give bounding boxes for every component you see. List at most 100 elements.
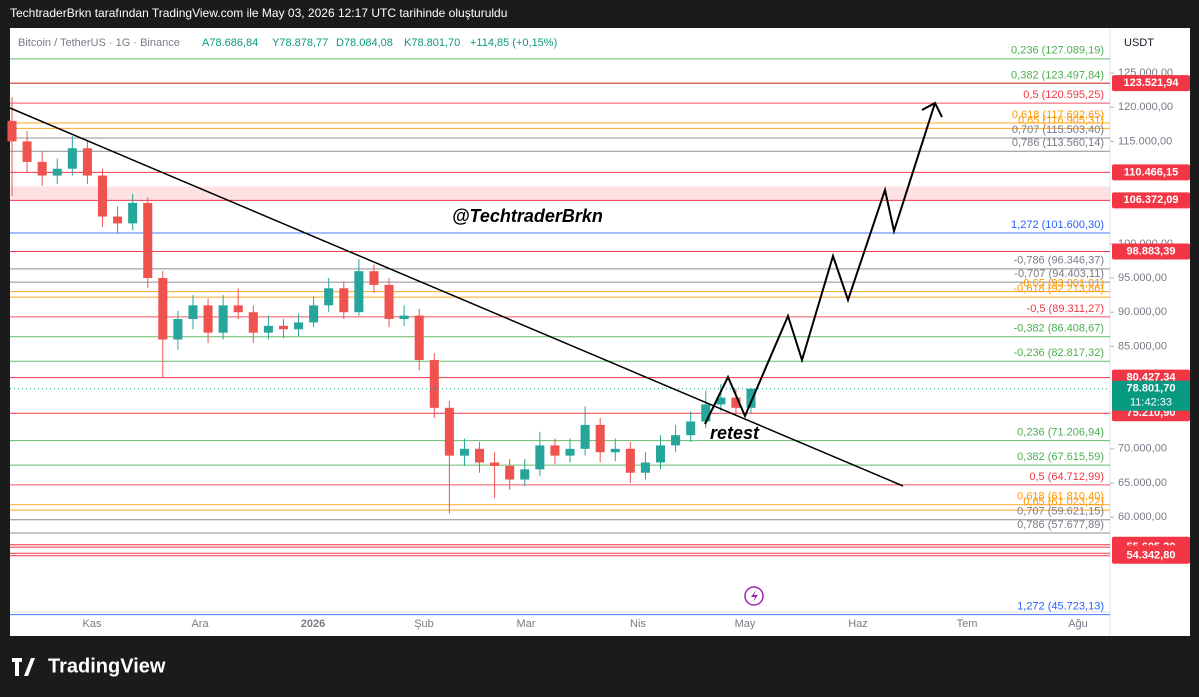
candle-body bbox=[128, 202, 138, 224]
candle-body bbox=[444, 407, 454, 456]
fib-label: 0,618 (61.810,40) bbox=[1017, 491, 1104, 503]
y-tick-label: 90.000,00 bbox=[1118, 306, 1167, 318]
x-tick-label: Ara bbox=[191, 618, 209, 630]
candle-body bbox=[580, 424, 590, 449]
candle-body bbox=[309, 305, 319, 323]
y-tick-label: 85.000,00 bbox=[1118, 340, 1167, 352]
open: A78.686,84 bbox=[202, 37, 258, 49]
close: K78.801,70 bbox=[404, 37, 460, 49]
candle-body bbox=[188, 305, 198, 320]
candle-body bbox=[278, 325, 288, 330]
price-box-label: 80.427,34 bbox=[1127, 371, 1177, 383]
price-box-label: 98.883,39 bbox=[1127, 245, 1176, 257]
candle-body bbox=[671, 435, 681, 446]
price-box bbox=[1112, 243, 1190, 260]
fib-label: 0,382 (123.497,84) bbox=[1011, 69, 1104, 81]
candle-body bbox=[731, 397, 741, 408]
candle-body bbox=[459, 448, 469, 456]
fib-label: -0,236 (82.817,32) bbox=[1013, 347, 1104, 359]
candle-body bbox=[610, 448, 620, 453]
fib-label: 0,707 (115.503,40) bbox=[1012, 124, 1104, 136]
fib-label: 0,786 (113.560,14) bbox=[1012, 137, 1104, 149]
candle-body bbox=[113, 216, 123, 224]
fib-label: -0,382 (86.408,67) bbox=[1013, 323, 1104, 335]
candle-body bbox=[339, 288, 349, 313]
candle-body bbox=[595, 424, 605, 453]
fib-label: 0,65 (116.905,31) bbox=[1018, 114, 1104, 126]
candle-body bbox=[369, 271, 379, 285]
candle-body bbox=[324, 288, 334, 306]
price-box-label: 110.466,15 bbox=[1124, 166, 1178, 178]
arrow-head bbox=[921, 101, 943, 118]
low: D78.084,08 bbox=[336, 37, 393, 49]
candle-body bbox=[233, 305, 243, 313]
fib-label: 0,236 (71.206,94) bbox=[1017, 426, 1104, 438]
fib-label: 0,618 (117.692,65) bbox=[1012, 109, 1104, 121]
candle-body bbox=[158, 278, 168, 340]
y-tick-label: 70.000,00 bbox=[1118, 443, 1167, 455]
candle-body bbox=[173, 319, 183, 340]
annotation: @TechtraderBrkn bbox=[452, 206, 603, 226]
y-tick-label: 115.000,00 bbox=[1118, 135, 1172, 147]
last-price-box bbox=[1112, 380, 1190, 411]
caption: TechtraderBrkn tarafından TradingView.co… bbox=[10, 6, 507, 20]
candle-body bbox=[429, 360, 439, 408]
candle-body bbox=[97, 175, 108, 217]
candle-body bbox=[52, 168, 62, 176]
fib-label: 0,786 (57.677,89) bbox=[1017, 519, 1104, 531]
fib-label: 0,236 (127.089,19) bbox=[1011, 45, 1104, 57]
fib-label: 0,707 (59.621,15) bbox=[1017, 506, 1104, 518]
candle-body bbox=[354, 271, 364, 313]
last-price-label: 78.801,70 bbox=[1127, 383, 1176, 395]
fib-label: 0,5 (64.712,99) bbox=[1029, 471, 1104, 483]
candle-body bbox=[143, 202, 153, 279]
fib-label: 1,272 (45.723,13) bbox=[1017, 601, 1104, 613]
trend-line bbox=[9, 107, 904, 487]
candle-body bbox=[263, 325, 273, 333]
candle-body bbox=[82, 148, 92, 176]
price-box-label: 123.521,94 bbox=[1123, 77, 1179, 89]
x-tick-label: Şub bbox=[414, 618, 434, 630]
candle-body bbox=[384, 284, 394, 320]
price-box-label: 106.372,09 bbox=[1123, 194, 1178, 206]
x-tick-label: Haz bbox=[848, 618, 868, 630]
price-box bbox=[1112, 547, 1190, 564]
candle-body bbox=[7, 120, 17, 142]
y-tick-label: 120.000,00 bbox=[1118, 101, 1173, 113]
x-tick-label: 2026 bbox=[301, 618, 325, 630]
fib-label: 0,65 (61.023,22) bbox=[1023, 496, 1104, 508]
candle-body bbox=[625, 448, 635, 473]
countdown: 11:42:33 bbox=[1130, 397, 1172, 409]
price-box bbox=[1112, 192, 1190, 209]
price-box-label: 54.342,80 bbox=[1127, 550, 1176, 562]
fib-label: 0,382 (67.615,59) bbox=[1017, 451, 1104, 463]
event-bolt bbox=[751, 590, 758, 602]
candle-body bbox=[399, 315, 409, 320]
candle-body bbox=[746, 388, 756, 408]
candle-body bbox=[655, 445, 666, 463]
x-tick-label: May bbox=[735, 618, 756, 630]
projection bbox=[704, 102, 936, 425]
candle-body bbox=[640, 462, 650, 473]
candle-body bbox=[550, 445, 560, 456]
fib-label: 1,272 (101.600,30) bbox=[1011, 219, 1104, 231]
x-tick-label: Nis bbox=[630, 618, 646, 630]
candle-body bbox=[565, 448, 575, 456]
candle-body bbox=[22, 141, 32, 162]
x-tick-label: Ağu bbox=[1068, 618, 1088, 630]
candle-body bbox=[701, 404, 711, 422]
candle-body bbox=[248, 312, 258, 333]
candle-body bbox=[716, 397, 726, 405]
x-tick-label: Tem bbox=[957, 618, 978, 630]
candle-body bbox=[37, 161, 47, 176]
logo bbox=[12, 658, 35, 676]
candle-body bbox=[505, 465, 515, 480]
candle-body bbox=[218, 305, 228, 333]
candle-body bbox=[475, 448, 485, 463]
candle-body bbox=[686, 421, 696, 436]
y-tick-label: 95.000,00 bbox=[1118, 272, 1167, 284]
candle-body bbox=[535, 445, 545, 470]
candle-body bbox=[490, 462, 500, 466]
